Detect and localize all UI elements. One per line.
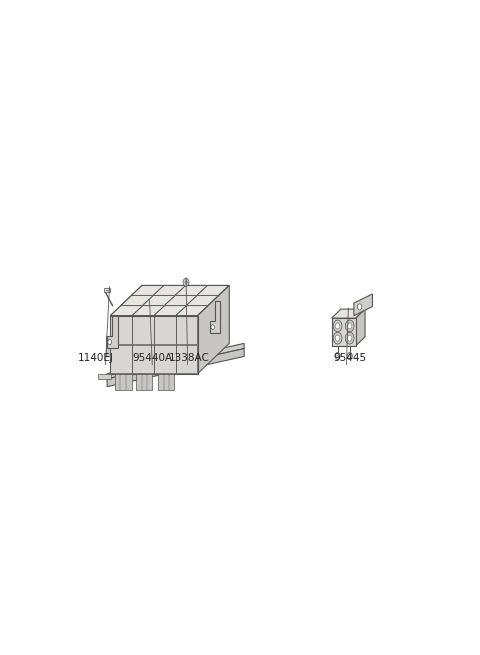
Polygon shape [136, 373, 152, 390]
Polygon shape [97, 373, 111, 379]
Polygon shape [107, 343, 244, 379]
Circle shape [336, 323, 340, 329]
Circle shape [348, 323, 352, 329]
Circle shape [333, 320, 342, 332]
Circle shape [358, 304, 362, 310]
Text: 1338AC: 1338AC [169, 353, 210, 363]
Polygon shape [110, 286, 229, 316]
Circle shape [335, 352, 340, 360]
Circle shape [345, 332, 354, 344]
Circle shape [108, 339, 111, 345]
Circle shape [333, 332, 342, 344]
Circle shape [348, 335, 352, 341]
Polygon shape [107, 316, 118, 348]
Polygon shape [356, 309, 365, 346]
Circle shape [347, 352, 352, 360]
Polygon shape [115, 373, 132, 390]
Circle shape [211, 325, 215, 329]
Polygon shape [107, 348, 244, 386]
Polygon shape [158, 373, 174, 390]
Polygon shape [332, 309, 365, 318]
Polygon shape [110, 316, 198, 373]
Text: 1140EJ: 1140EJ [78, 353, 114, 363]
Polygon shape [105, 288, 110, 292]
Polygon shape [354, 294, 372, 316]
Circle shape [183, 278, 189, 286]
Circle shape [336, 335, 340, 341]
Polygon shape [106, 336, 110, 356]
Text: 95445: 95445 [334, 353, 367, 363]
Polygon shape [332, 318, 356, 346]
Polygon shape [198, 286, 229, 373]
Text: 95440A: 95440A [132, 353, 172, 363]
Polygon shape [210, 301, 220, 333]
Circle shape [345, 320, 354, 332]
